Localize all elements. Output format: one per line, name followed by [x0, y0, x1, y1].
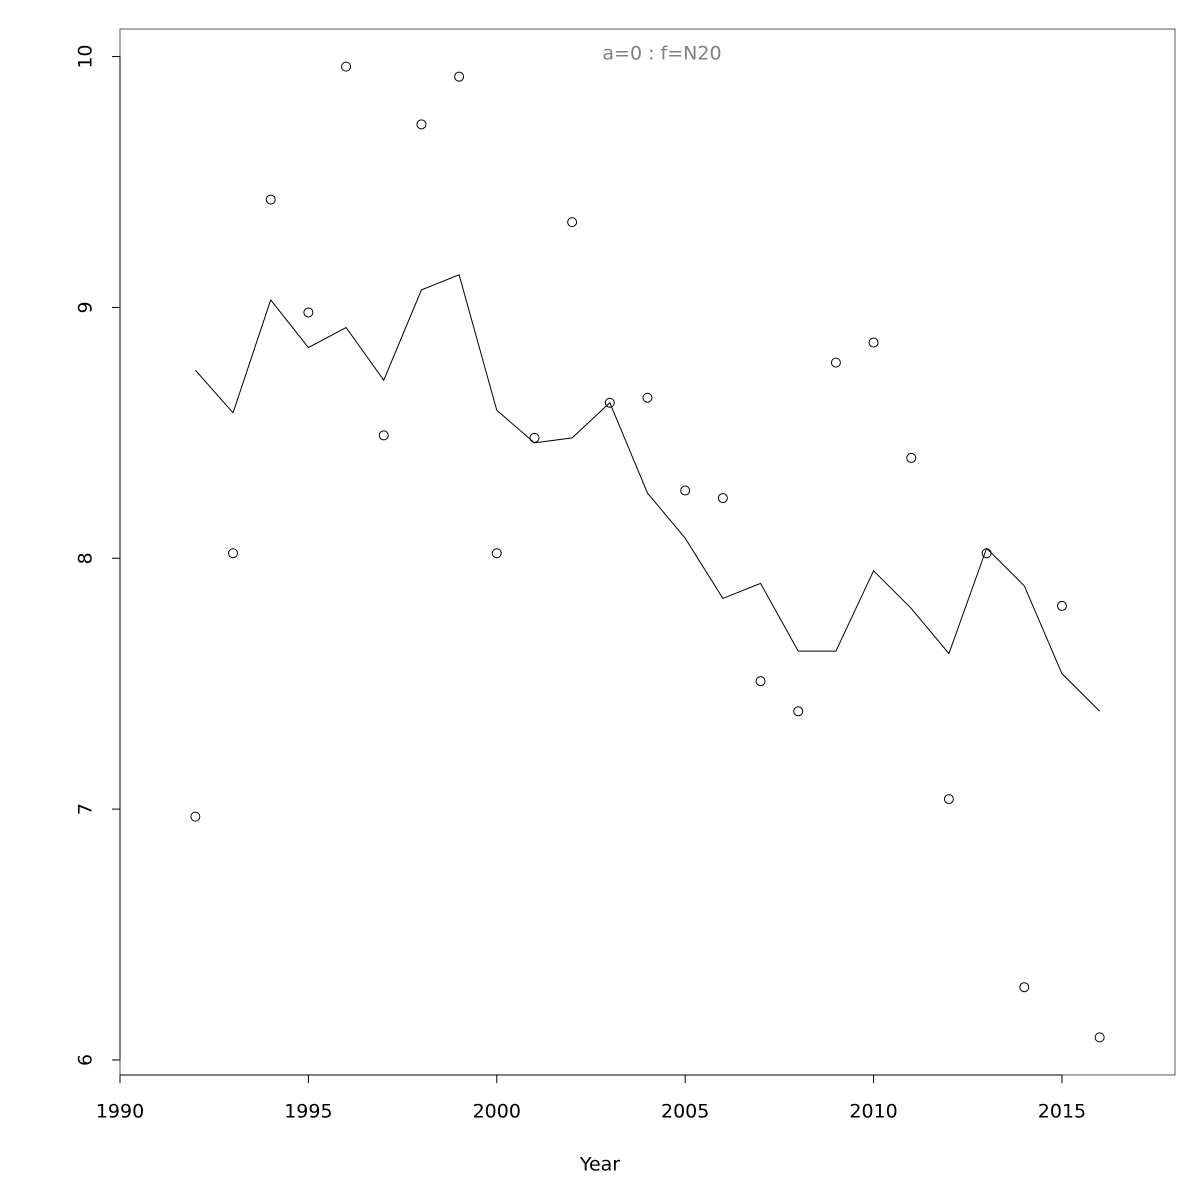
x-tick-label: 2000 [473, 1101, 521, 1123]
data-point [416, 119, 427, 130]
data-point [1094, 1032, 1105, 1043]
data-point [303, 307, 314, 318]
data-point [943, 794, 954, 805]
x-tick-label: 2010 [849, 1101, 897, 1123]
data-point [454, 71, 465, 82]
data-point [1019, 982, 1030, 993]
data-point [680, 485, 691, 496]
data-point [529, 432, 540, 443]
data-line [194, 274, 1100, 712]
data-point [378, 430, 389, 441]
y-tick-label: 10 [75, 44, 97, 68]
y-tick-label: 6 [75, 1054, 97, 1066]
data-point [868, 337, 879, 348]
x-tick-label: 2005 [661, 1101, 709, 1123]
chart-title: a=0 : f=N20 [602, 43, 721, 65]
y-tick-label: 9 [75, 301, 97, 313]
data-point [491, 548, 502, 559]
data-point [265, 194, 276, 205]
data-point [1056, 600, 1067, 611]
data-point [755, 676, 766, 687]
y-tick-label: 8 [75, 552, 97, 564]
y-tick-label: 7 [75, 803, 97, 815]
data-point [793, 706, 804, 717]
data-point [642, 392, 653, 403]
data-point [906, 452, 917, 463]
data-point [341, 61, 352, 72]
x-tick-label: 1990 [96, 1101, 144, 1123]
data-point [567, 217, 578, 228]
data-point [717, 493, 728, 504]
data-point [190, 811, 201, 822]
data-point [604, 397, 615, 408]
plot-box [119, 28, 1176, 1076]
x-tick-label: 1995 [284, 1101, 332, 1123]
x-tick-label: 2015 [1038, 1101, 1086, 1123]
x-axis-label: Year [579, 1154, 620, 1176]
data-point [228, 548, 239, 559]
data-point [830, 357, 841, 368]
